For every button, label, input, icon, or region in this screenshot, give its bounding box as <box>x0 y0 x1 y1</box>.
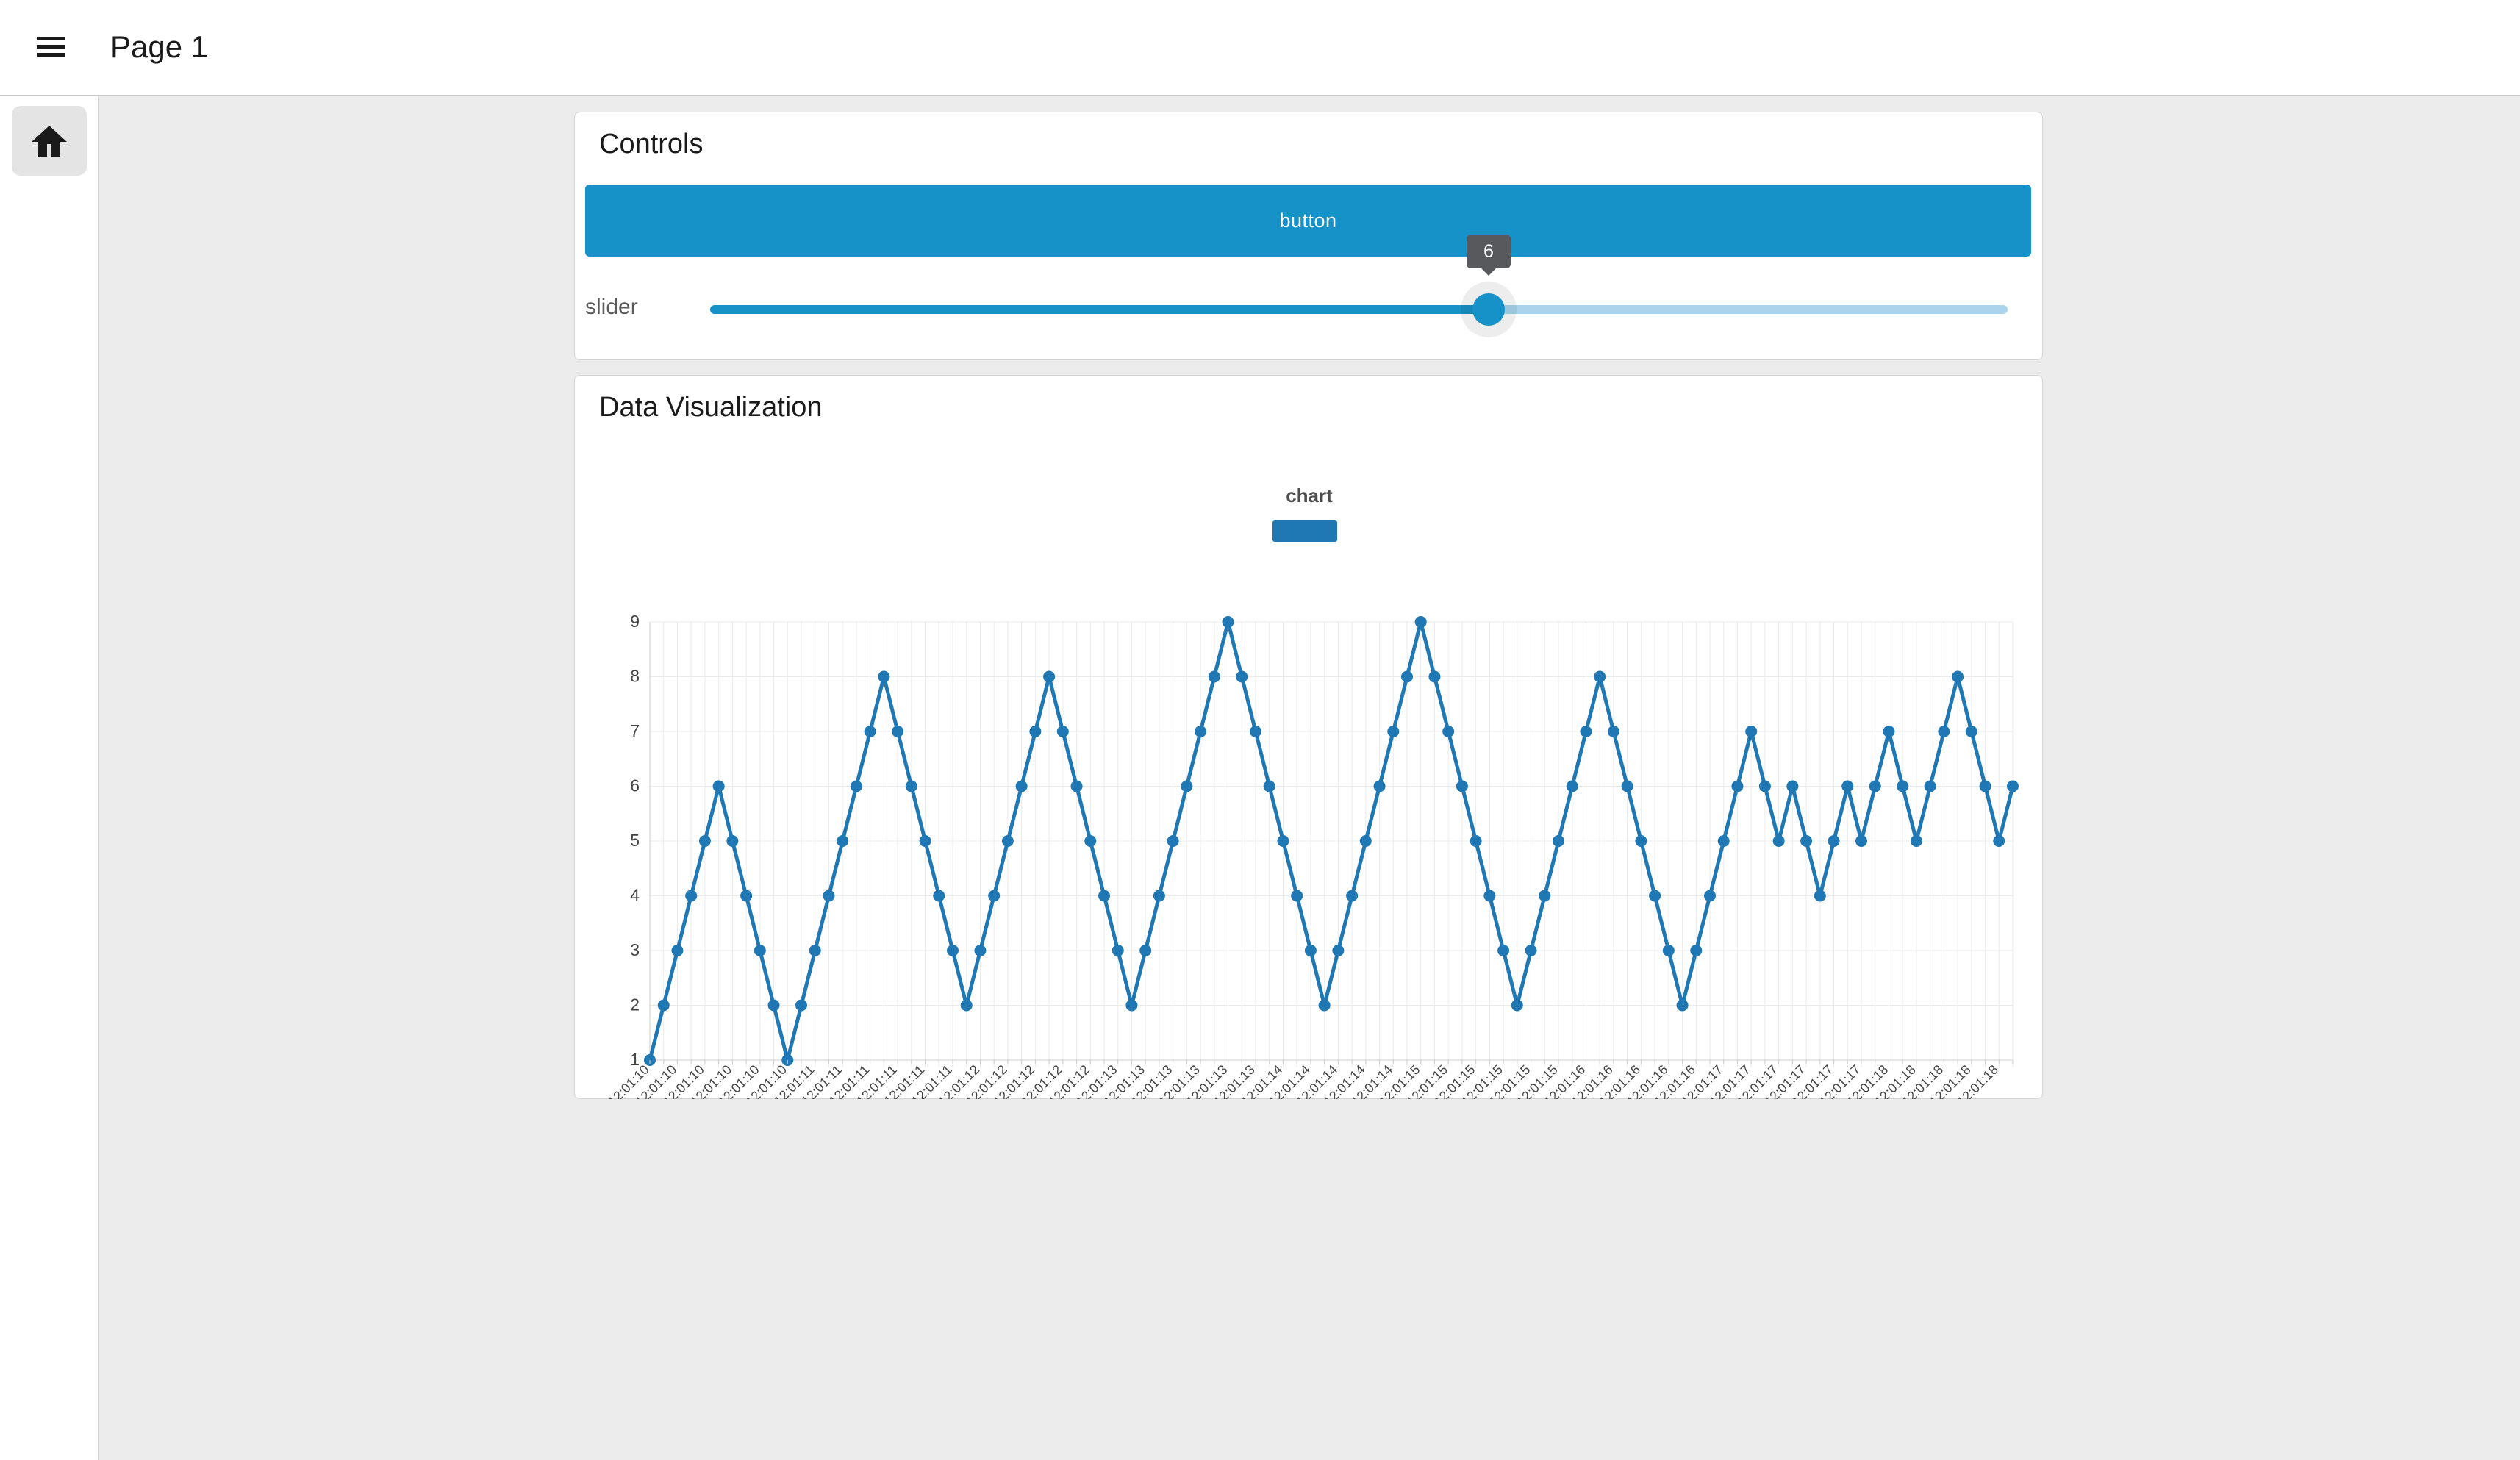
svg-text:6: 6 <box>630 776 640 795</box>
svg-text:8: 8 <box>630 667 640 686</box>
svg-text:2: 2 <box>630 995 640 1015</box>
svg-text:9: 9 <box>630 612 640 631</box>
svg-text:5: 5 <box>630 831 640 850</box>
svg-text:4: 4 <box>630 886 640 905</box>
svg-text:3: 3 <box>630 940 640 959</box>
svg-text:7: 7 <box>630 721 640 740</box>
